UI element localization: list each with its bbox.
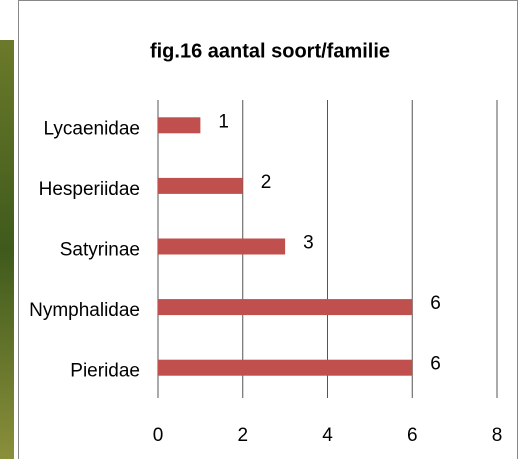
- y-tick-label: Satyrinae: [60, 240, 140, 261]
- x-tick-label: 0: [153, 425, 164, 446]
- y-tick-label: Hesperiidae: [39, 179, 140, 200]
- chart-frame: [19, 1, 518, 459]
- bar: [158, 117, 200, 133]
- data-label: 2: [261, 172, 272, 193]
- y-tick-label: Lycaenidae: [44, 118, 140, 139]
- bar: [158, 299, 412, 315]
- bar: [158, 360, 412, 376]
- x-tick-label: 2: [237, 425, 248, 446]
- y-tick-label: Pieridae: [70, 361, 140, 382]
- data-label: 6: [430, 293, 441, 314]
- y-tick-label: Nymphalidae: [29, 300, 140, 321]
- chart-title: fig.16 aantal soort/familie: [150, 40, 390, 62]
- chart: fig.16 aantal soort/familie 0 2 4 6 8 Lycaeni…: [0, 0, 518, 459]
- data-label: 3: [303, 233, 314, 254]
- background-photo: [0, 40, 14, 459]
- data-label: 6: [430, 354, 441, 375]
- x-tick-label: 6: [407, 425, 418, 446]
- data-label: 1: [218, 111, 229, 132]
- bar: [158, 178, 243, 194]
- x-tick-label: 4: [322, 425, 333, 446]
- x-tick-label: 8: [492, 425, 503, 446]
- bar: [158, 239, 285, 255]
